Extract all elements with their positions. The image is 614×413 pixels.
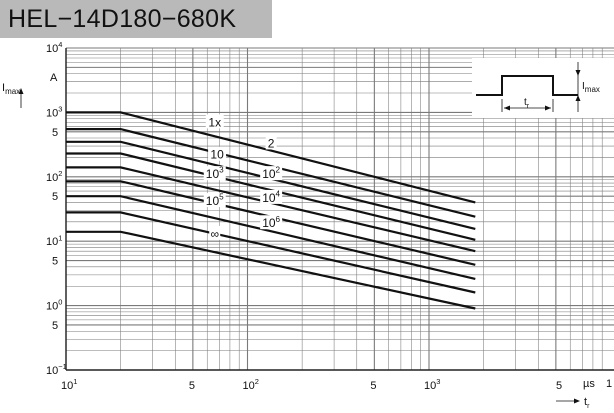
y-tick-label-base: 10 <box>46 301 58 313</box>
curve-label-exp: 3 <box>219 166 224 175</box>
curve-label-bg <box>208 146 227 161</box>
curve-label: 103 <box>206 166 224 181</box>
y-tick-label-base: 5 <box>52 127 58 139</box>
y-tick-label-base: 10 <box>46 236 58 248</box>
x-tick-label-exp: 1 <box>73 377 77 386</box>
x-tick-label: 102 <box>243 377 259 392</box>
curve-1 <box>66 111 476 204</box>
curve-label-base: 10 <box>262 216 276 230</box>
x-tick-label-base: 5 <box>556 380 562 392</box>
curve-label: 106 <box>262 215 280 230</box>
y-tick-label-base: 10 <box>46 43 58 55</box>
curve-label: 102 <box>262 166 280 181</box>
curve-3 <box>66 140 476 230</box>
curve-label-base: 10 <box>206 194 220 208</box>
y-tick-label-base: 5 <box>52 320 58 332</box>
x-axis-arrowhead <box>574 398 580 404</box>
curve-label-base: 1x <box>208 115 221 129</box>
curve-label-bg <box>203 166 226 181</box>
x-tick-label-base: 5 <box>370 380 376 392</box>
y-tick-label: 5 <box>52 191 58 203</box>
pulse-shape <box>476 75 578 96</box>
x-tick-label-exp: 3 <box>436 377 440 386</box>
curve-label: 1x <box>208 115 221 129</box>
curve-label-base: 2 <box>268 136 275 150</box>
curve-label: 104 <box>262 190 280 205</box>
curve-label: 2 <box>268 136 275 150</box>
curve-label-bg <box>203 193 226 208</box>
y-tick-label-exp: 4 <box>58 40 62 49</box>
curve-label-exp: 5 <box>219 193 224 202</box>
inset-width-label: tr <box>524 97 530 110</box>
inset-height-label: Imax <box>582 81 600 94</box>
y-tick-label-base: 10 <box>46 172 58 184</box>
curve-label: 105 <box>206 193 224 208</box>
y-tick-label-exp: 0 <box>58 298 62 307</box>
x-tick-label-cut: 1 <box>606 378 612 390</box>
y-tick-label: 101 <box>46 233 62 248</box>
x-tick-label-base: 10 <box>243 380 255 392</box>
curve-label-base: 10 <box>210 148 224 162</box>
curve-label-base: 10 <box>206 167 220 181</box>
curve-9 <box>66 230 476 310</box>
curve-label-bg <box>209 225 221 240</box>
curve-label-bg <box>260 215 283 230</box>
x-tick-label: 5 <box>370 380 376 392</box>
curve-7 <box>66 195 476 280</box>
curve-label-bg <box>260 189 283 204</box>
y-tick-label: 5 <box>52 256 58 268</box>
x-tick-label: 101 <box>61 377 77 392</box>
x-axis-unit: µs <box>583 378 595 390</box>
y-tick-label: 10−1 <box>46 362 67 377</box>
x-tick-label-base: 10 <box>424 380 436 392</box>
x-axis-title: tr <box>584 396 590 410</box>
y-tick-label-base: 5 <box>52 256 58 268</box>
y-tick-label-base: 10 <box>46 107 58 119</box>
curve-label-base: ∞ <box>210 227 219 241</box>
y-tick-label-exp: −1 <box>58 362 67 371</box>
curve-label-bg <box>265 135 277 150</box>
y-axis-title: Imax <box>2 82 20 96</box>
curve-label: ∞ <box>210 227 219 241</box>
x-tick-label: 103 <box>424 377 440 392</box>
pulse-inset: tr Imax <box>472 58 614 118</box>
title-banner: HEL−14D180−680K <box>0 0 272 38</box>
curve-label-base: 10 <box>262 191 276 205</box>
curve-4 <box>66 152 476 241</box>
curve-label: 10 <box>210 148 224 162</box>
x-tick-label-base: 10 <box>61 380 73 392</box>
curve-label-exp: 4 <box>276 190 281 199</box>
curve-5 <box>66 166 476 253</box>
y-axis-unit: A <box>50 72 58 84</box>
y-tick-label-exp: 1 <box>58 233 62 242</box>
curve-label-exp: 6 <box>276 215 281 224</box>
chart-title: HEL−14D180−680K <box>8 5 237 33</box>
curve-label-bg <box>205 114 224 129</box>
curve-label-bg <box>260 166 283 181</box>
x-tick-label: 5 <box>556 380 562 392</box>
y-axis-arrowhead <box>18 88 24 94</box>
curve-2 <box>66 128 476 218</box>
y-tick-label-exp: 3 <box>58 104 62 113</box>
y-tick-label: 5 <box>52 320 58 332</box>
y-tick-label: 5 <box>52 127 58 139</box>
x-tick-label-exp: 2 <box>255 377 259 386</box>
y-tick-label: 102 <box>46 169 62 184</box>
curve-6 <box>66 180 476 266</box>
curve-8 <box>66 211 476 294</box>
y-tick-label: 100 <box>46 298 62 313</box>
y-tick-label: 104 <box>46 40 62 55</box>
curve-label-base: 10 <box>262 167 276 181</box>
x-tick-label-base: 5 <box>189 380 195 392</box>
y-tick-label-exp: 2 <box>58 169 62 178</box>
y-tick-label: 103 <box>46 104 62 119</box>
y-tick-label-base: 10 <box>46 365 58 377</box>
y-tick-label-base: 5 <box>52 191 58 203</box>
curve-label-exp: 2 <box>276 166 281 175</box>
x-tick-label: 5 <box>189 380 195 392</box>
